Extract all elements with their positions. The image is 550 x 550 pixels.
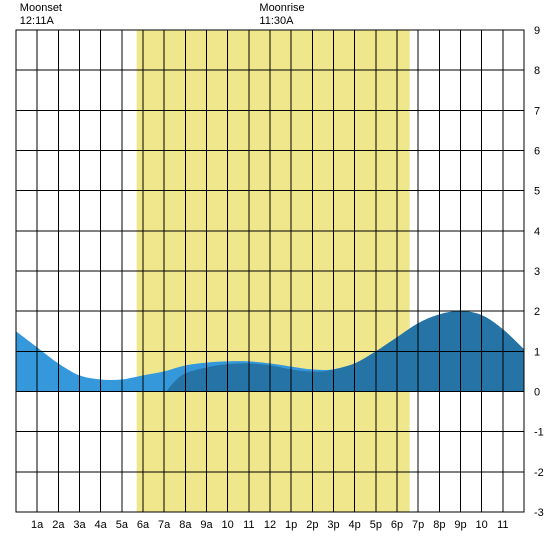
x-tick-label: 1a [31,519,44,531]
chart-svg: 1a2a3a4a5a6a7a8a9a1011121p2p3p4p5p6p7p8p… [0,0,550,550]
x-tick-label: 7a [158,519,171,531]
y-tick-label: 2 [534,306,540,318]
x-tick-label: 6a [137,519,150,531]
x-tick-label: 11 [243,519,254,531]
x-tick-label: 12 [264,519,276,531]
x-tick-label: 8a [179,519,192,531]
y-tick-label: -2 [534,467,544,479]
x-tick-label: 11 [497,519,508,531]
x-tick-label: 2a [52,519,65,531]
y-tick-label: -1 [534,427,544,439]
x-tick-label: 5p [370,519,382,531]
y-tick-label: 4 [534,226,540,238]
y-tick-label: 8 [534,65,540,77]
y-tick-label: 9 [534,25,540,37]
y-tick-label: 5 [534,186,540,198]
tide-chart: Moonset 12:11A Moonrise 11:30A 1a 2a 3a 4a 5… [0,0,550,550]
x-tick-label: 5a [116,519,129,531]
moonset-label: Moonset 12:11A [20,2,62,28]
x-tick-label: 9p [454,519,466,531]
x-tick-label: 3p [327,519,339,531]
y-tick-label: 1 [534,346,540,358]
y-tick-label: 7 [534,105,540,117]
x-tick-label: 10 [476,519,488,531]
y-tick-label: -3 [534,507,544,519]
x-tick-label: 3a [73,519,86,531]
x-tick-label: 9a [200,519,213,531]
y-tick-label: 6 [534,146,540,158]
x-tick-label: 4p [349,519,361,531]
x-tick-label: 1p [285,519,297,531]
x-tick-label: 10 [222,519,234,531]
x-tick-label: 8p [433,519,445,531]
x-tick-label: 7p [412,519,424,531]
moonrise-label: Moonrise 11:30A [259,2,304,28]
y-tick-label: 0 [534,387,540,399]
x-tick-label: 6p [391,519,403,531]
x-tick-label: 4a [95,519,108,531]
y-tick-label: 3 [534,266,540,278]
x-tick-label: 2p [306,519,318,531]
